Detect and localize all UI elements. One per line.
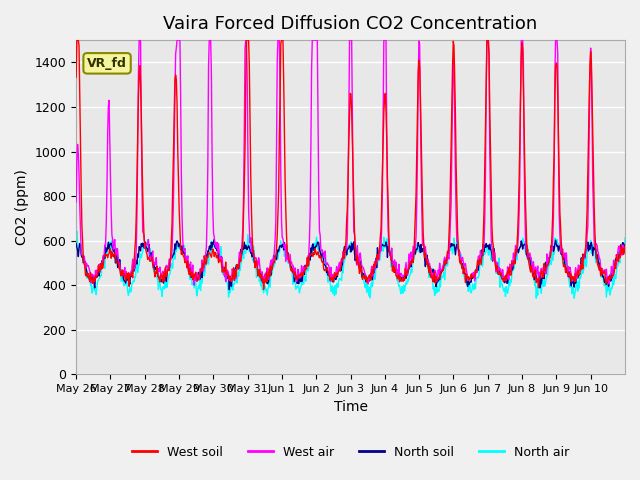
- Title: Vaira Forced Diffusion CO2 Concentration: Vaira Forced Diffusion CO2 Concentration: [163, 15, 538, 33]
- X-axis label: Time: Time: [333, 400, 367, 414]
- Text: VR_fd: VR_fd: [87, 57, 127, 70]
- Y-axis label: CO2 (ppm): CO2 (ppm): [15, 169, 29, 245]
- Legend: West soil, West air, North soil, North air: West soil, West air, North soil, North a…: [127, 441, 574, 464]
